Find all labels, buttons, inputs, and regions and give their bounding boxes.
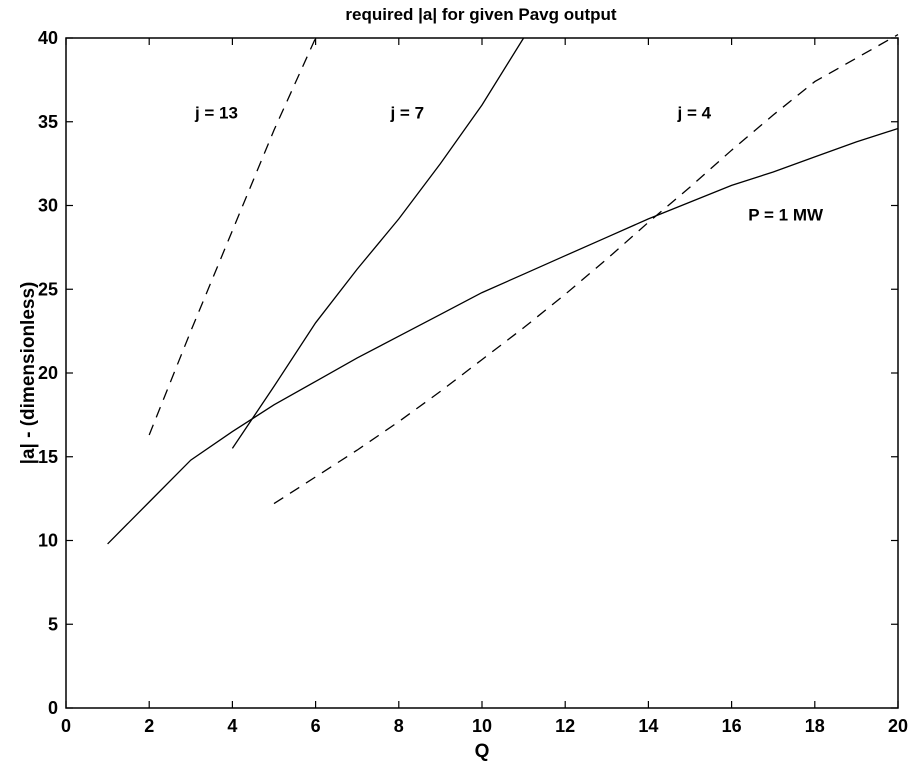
y-axis-label: |a| - (dimensionless): [18, 282, 39, 465]
series-layer: [107, 34, 899, 545]
series-line-3: [231, 37, 525, 449]
y-tick-label: 25: [38, 279, 58, 299]
x-tick-label: 18: [805, 716, 825, 736]
y-tick-label: 35: [38, 112, 58, 132]
x-tick-label: 12: [555, 716, 575, 736]
chart-title: required |a| for given Pavg output: [345, 5, 616, 24]
y-tick-label: 30: [38, 196, 58, 216]
annotation-1: j = 13: [194, 103, 238, 122]
y-tick-label: 15: [38, 447, 58, 467]
x-tick-label: 2: [144, 716, 154, 736]
x-axis-label: Q: [475, 741, 490, 762]
series-line-4: [273, 34, 899, 505]
y-tick-label: 5: [48, 614, 58, 634]
series-line-1: [107, 127, 899, 545]
annotation-3: j = 4: [677, 103, 712, 122]
y-tick-label: 20: [38, 363, 58, 383]
x-tick-label: 8: [394, 716, 404, 736]
annotation-4: P = 1 MW: [748, 206, 824, 225]
annotation-2: j = 7: [389, 103, 424, 122]
annotation-layer: j = 13 j = 7 j = 4 P = 1 MW: [194, 103, 824, 224]
plot-frame: [65, 37, 899, 709]
x-tick-label: 6: [311, 716, 321, 736]
y-tick-label: 40: [38, 28, 58, 48]
x-tick-label: 10: [472, 716, 492, 736]
plot-area: 0 2 4 6 8 10 12 14 16 18 20 0 5 10 15 20 25 30 35 40 j = 13…: [38, 28, 908, 736]
x-tick-label: 0: [61, 716, 71, 736]
y-tick-label: 10: [38, 531, 58, 551]
y-tick-label: 0: [48, 698, 58, 718]
x-tick-label: 4: [227, 716, 237, 736]
series-line-2: [148, 37, 317, 436]
x-tick-label: 20: [888, 716, 908, 736]
x-tick-label: 16: [722, 716, 742, 736]
x-tick-label: 14: [638, 716, 658, 736]
tick-layer: 0 2 4 6 8 10 12 14 16 18 20 0 5 10 15 20 25 30 35 40: [38, 28, 908, 736]
